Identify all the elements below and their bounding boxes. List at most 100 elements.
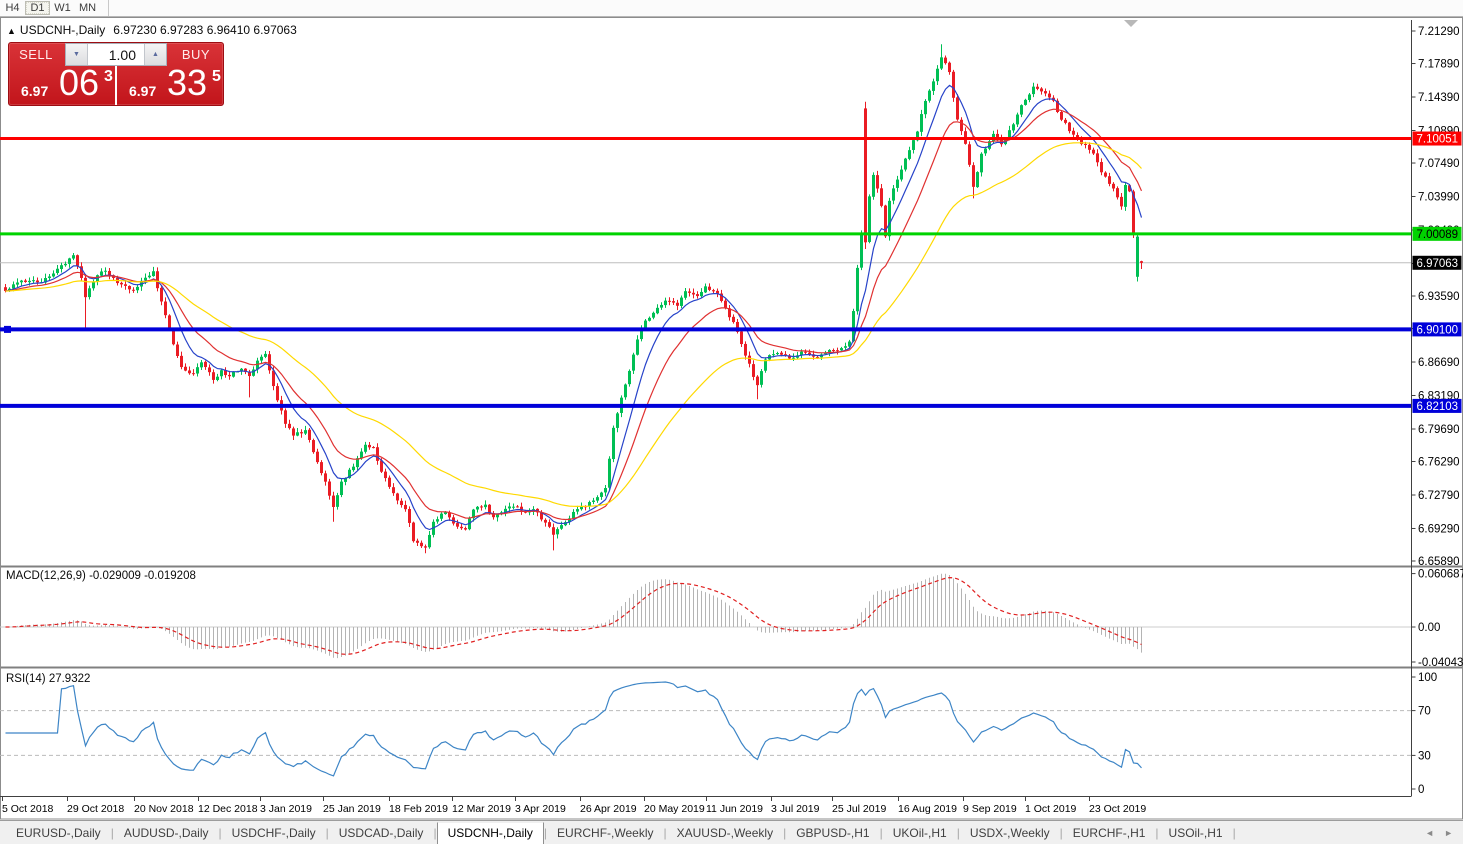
macd-tick-label: 0.00	[1418, 622, 1440, 634]
tab-eurusd-daily[interactable]: EURUSD-,Daily	[16, 826, 101, 840]
tabbar-scroll-right-icon[interactable]: ►	[1444, 828, 1453, 838]
tab-xauusd-weekly[interactable]: XAUUSD-,Weekly	[676, 826, 774, 840]
y-tick-label: 6.69290	[1418, 523, 1460, 535]
svg-text:6.97063: 6.97063	[1417, 258, 1459, 270]
one-click-trading-panel: SELL ▼ ▲ BUY 6.97 06 3 6.97 33 5	[8, 42, 224, 106]
rsi-axis: 100 70 30 0	[1411, 672, 1437, 796]
chart-symbol-period: USDCNH-,Daily	[19, 23, 106, 37]
timeframe-button-w1[interactable]: W1	[54, 2, 71, 14]
chart-shift-marker-icon[interactable]	[1124, 20, 1138, 27]
y-tick-label: 6.93590	[1418, 291, 1460, 303]
timeframe-button-h4[interactable]: H4	[5, 2, 20, 14]
chevron-down-icon: ▼	[73, 51, 80, 58]
bid-price-pip-digit: 3	[104, 68, 113, 85]
tab-divider: |	[783, 826, 787, 840]
chart-tab-bar: EURUSD-,Daily | AUDUSD-,Daily | USDCHF-,Dail…	[0, 820, 1463, 844]
svg-text:6.90100: 6.90100	[1417, 324, 1459, 336]
collapse-panel-icon[interactable]: ▲	[7, 26, 16, 36]
x-tick-label: 23 Oct 2019	[1089, 803, 1146, 815]
tab-usdcad-daily[interactable]: USDCAD-,Daily	[338, 826, 424, 840]
timeframe-button-d1[interactable]: D1	[25, 1, 50, 15]
svg-text:6.82103: 6.82103	[1417, 401, 1459, 413]
y-tick-label: 7.14390	[1418, 92, 1460, 104]
moving-average-line-8	[5, 84, 1143, 531]
tab-audusd-daily[interactable]: AUDUSD-,Daily	[123, 826, 209, 840]
rsi-tick-label: 70	[1418, 706, 1431, 718]
y-tick-label: 6.86690	[1418, 357, 1460, 369]
tabbar-scroll-left-icon[interactable]: ◄	[1425, 828, 1435, 838]
tab-divider: |	[1059, 826, 1063, 840]
x-tick-label: 11 Jun 2019	[706, 803, 763, 815]
y-tick-label: 6.65890	[1418, 556, 1460, 568]
buy-button[interactable]: BUY	[181, 47, 211, 62]
x-tick-label: 29 Oct 2018	[67, 803, 124, 815]
volume-decrease-button[interactable]: ▼	[66, 44, 88, 65]
quote-row: 6.97 06 3 6.97 33 5	[9, 62, 223, 105]
tab-divider: |	[543, 826, 548, 840]
tab-divider: |	[110, 826, 114, 840]
level-price-tag: 6.82103	[1412, 398, 1462, 413]
level-price-tag: 6.90100	[1412, 322, 1462, 337]
tab-ukoil-h1[interactable]: UKOil-,H1	[892, 826, 947, 840]
bid-price-prefix: 6.97	[21, 83, 49, 99]
y-tick-label: 7.17890	[1418, 59, 1460, 71]
main-price-pane[interactable]	[0, 44, 1411, 554]
time-axis: 5 Oct 2018 29 Oct 2018 20 Nov 2018 12 Dec 2…	[2, 797, 1146, 815]
ask-quote-button[interactable]: 6.97 33 5	[117, 62, 223, 105]
rsi-pane[interactable]	[0, 681, 1411, 777]
tab-usoil-h1[interactable]: USOil-,H1	[1168, 826, 1223, 840]
y-tick-label: 6.79690	[1418, 424, 1460, 436]
rsi-tick-label: 0	[1418, 784, 1424, 796]
volume-input[interactable]	[88, 44, 144, 65]
candlesticks	[4, 44, 1143, 554]
rsi-tick-label: 30	[1418, 750, 1431, 762]
tab-divider: |	[1232, 826, 1236, 840]
x-tick-label: 3 Jul 2019	[771, 803, 820, 815]
x-tick-label: 3 Jan 2019	[260, 803, 312, 815]
line-selection-marker[interactable]	[4, 325, 11, 333]
svg-text:7.10051: 7.10051	[1417, 134, 1459, 146]
tab-divider: |	[879, 826, 883, 840]
macd-indicator-label: MACD(12,26,9) -0.029009 -0.019208	[6, 570, 196, 582]
x-tick-label: 12 Dec 2018	[198, 803, 258, 815]
tab-usdcnh-daily[interactable]: USDCNH-,Daily	[436, 821, 544, 844]
ask-price-pip-digit: 5	[212, 68, 221, 85]
tab-eurchf-weekly[interactable]: EURCHF-,Weekly	[557, 826, 654, 840]
x-tick-label: 20 Nov 2018	[134, 803, 194, 815]
current-price-tag: 6.97063	[1412, 255, 1462, 270]
tabbar-scroll-arrows: ◄ ►	[1425, 828, 1453, 838]
y-tick-label: 7.21290	[1418, 26, 1460, 38]
svg-text:7.00089: 7.00089	[1417, 229, 1459, 241]
tab-divider: |	[1155, 826, 1159, 840]
sell-button[interactable]: SELL	[19, 47, 53, 62]
macd-pane[interactable]	[0, 573, 1411, 659]
y-tick-label: 7.03990	[1418, 192, 1460, 204]
tab-usdx-weekly[interactable]: USDX-,Weekly	[969, 826, 1050, 840]
bid-quote-button[interactable]: 6.97 06 3	[9, 62, 117, 105]
tab-usdchf-daily[interactable]: USDCHF-,Daily	[231, 826, 316, 840]
x-tick-label: 25 Jul 2019	[832, 803, 886, 815]
macd-tick-label: -0.040432	[1418, 657, 1463, 669]
rsi-indicator-label: RSI(14) 27.9322	[6, 673, 91, 685]
macd-tick-label: 0.060687	[1418, 569, 1463, 581]
macd-axis: 0.060687 0.00 -0.040432	[1411, 569, 1463, 669]
x-tick-label: 1 Oct 2019	[1025, 803, 1077, 815]
timeframe-button-mn[interactable]: MN	[78, 2, 97, 14]
chart-title: ▲ USDCNH-,Daily 6.97230 6.97283 6.96410 6.…	[7, 23, 297, 37]
toolbar-separator	[108, 0, 109, 16]
x-tick-label: 9 Sep 2019	[963, 803, 1017, 815]
tab-eurchf-h1[interactable]: EURCHF-,H1	[1072, 826, 1146, 840]
chart-ohlc-values: 6.97230 6.97283 6.96410 6.97063	[113, 23, 297, 37]
x-tick-label: 12 Mar 2019	[452, 803, 511, 815]
x-tick-label: 3 Apr 2019	[515, 803, 566, 815]
trade-controls-row: SELL ▼ ▲ BUY	[9, 43, 223, 66]
tab-gbpusd-h1[interactable]: GBPUSD-,H1	[796, 826, 870, 840]
volume-increase-button[interactable]: ▲	[144, 44, 166, 65]
rsi-tick-label: 100	[1418, 672, 1437, 684]
ask-price-big-digits: 33	[167, 62, 208, 103]
x-tick-label: 25 Jan 2019	[323, 803, 381, 815]
volume-spinner: ▼ ▲	[65, 43, 167, 66]
timeframe-toolbar: H4 D1 W1 MN	[0, 0, 1463, 17]
